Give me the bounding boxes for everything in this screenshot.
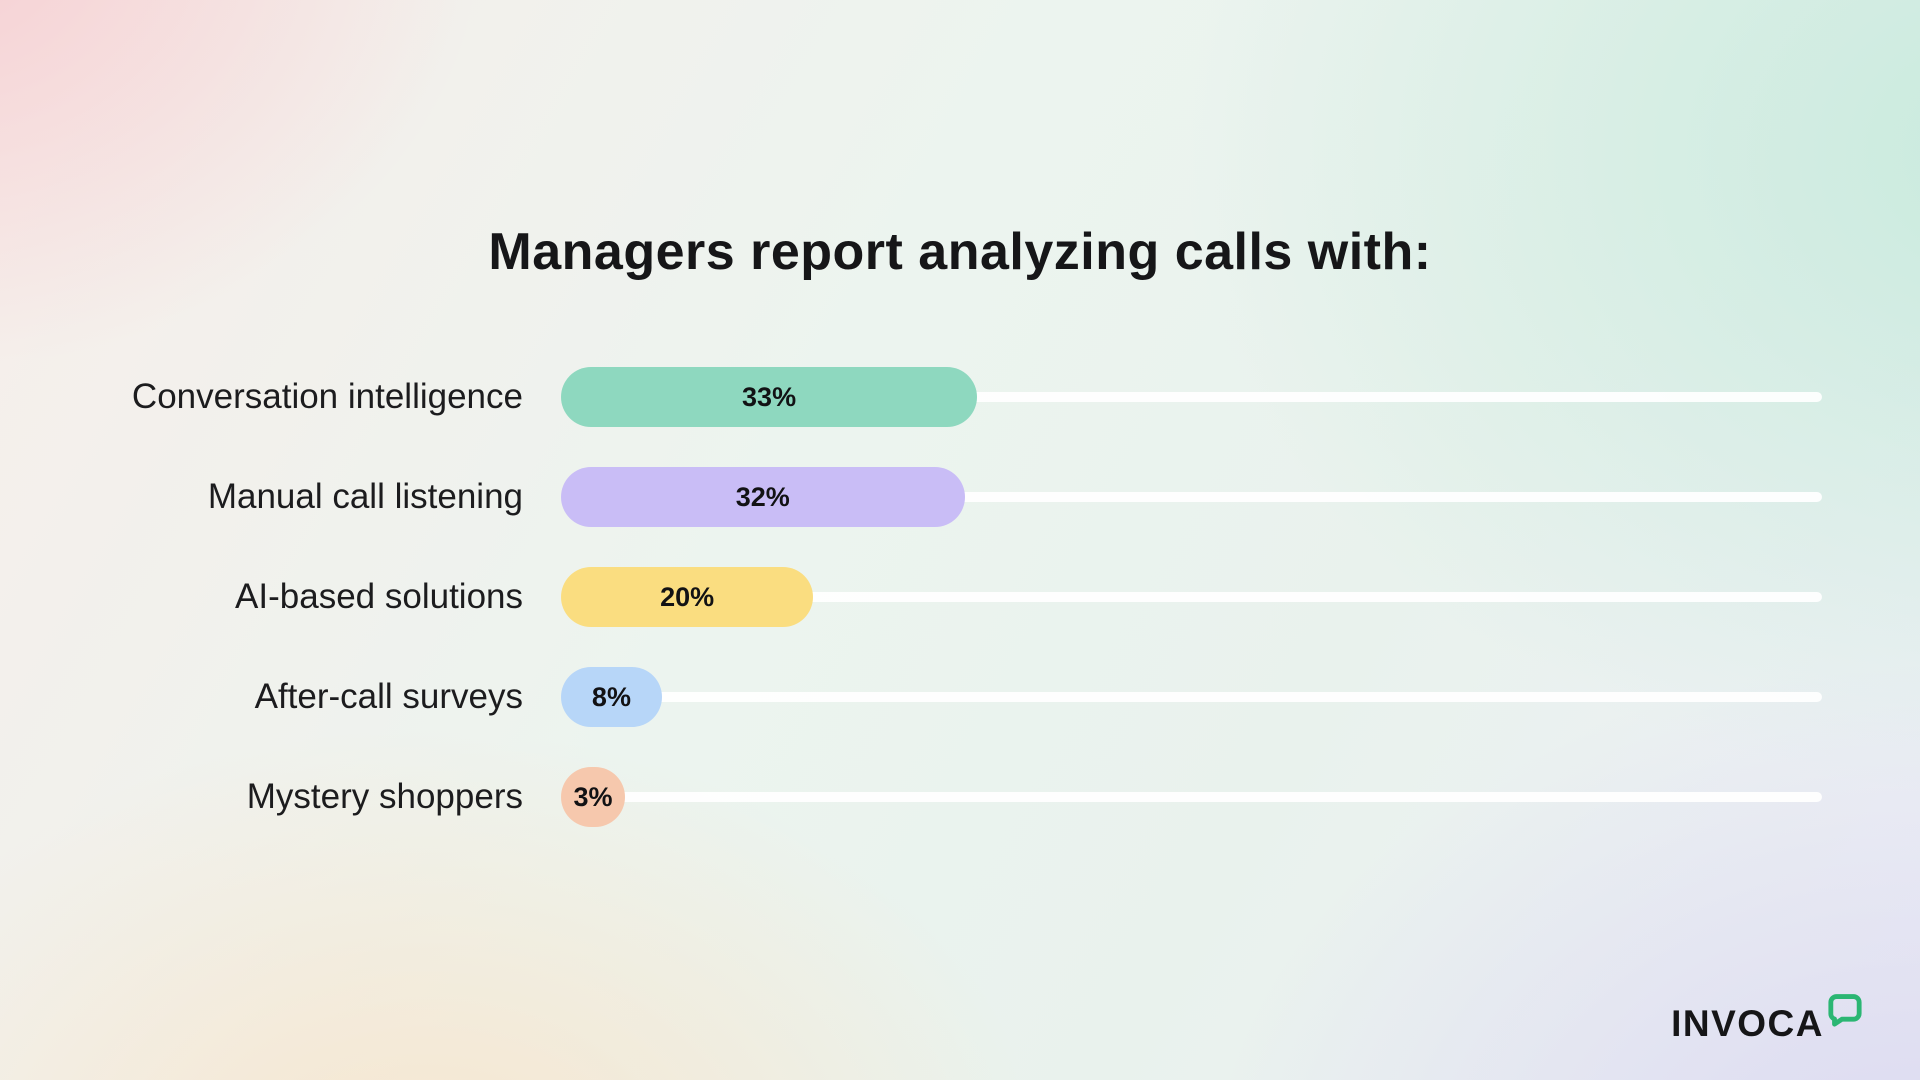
- bar-mystery-shoppers: 3%: [561, 767, 625, 827]
- chart-row: After-call surveys 8%: [0, 647, 1920, 747]
- invoca-logo: INVOCA: [1671, 994, 1862, 1044]
- bar-value-label: 20%: [660, 581, 715, 612]
- bar-track-area: 33%: [561, 347, 1822, 447]
- bar-value-label: 8%: [591, 681, 631, 712]
- chart-row: Conversation intelligence 33%: [0, 347, 1920, 447]
- bar-track: [561, 792, 1822, 802]
- category-label: Manual call listening: [207, 477, 523, 516]
- bar-track: [561, 392, 1822, 402]
- category-label: Conversation intelligence: [131, 377, 523, 416]
- category-label: Mystery shoppers: [246, 777, 523, 816]
- bar-value-label: 3%: [573, 781, 613, 812]
- chart-row: Manual call listening 32%: [0, 447, 1920, 547]
- bar-chart: Conversation intelligence 33% Manual cal…: [0, 347, 1920, 847]
- bar-track-area: 3%: [561, 747, 1822, 847]
- bar-conversation-intelligence: 33%: [561, 367, 978, 427]
- category-label: After-call surveys: [254, 677, 523, 716]
- speech-bubble-icon: [1828, 994, 1862, 1027]
- bar-after-call-surveys: 8%: [561, 667, 662, 727]
- bar-track: [561, 592, 1822, 602]
- invoca-wordmark: INVOCA: [1671, 1003, 1824, 1044]
- bar-track-area: 8%: [561, 647, 1822, 747]
- bar-track-area: 20%: [561, 547, 1822, 647]
- chart-title: Managers report analyzing calls with:: [488, 223, 1432, 281]
- bar-value-label: 33%: [742, 381, 797, 412]
- category-label: AI-based solutions: [235, 577, 523, 616]
- bar-value-label: 32%: [735, 481, 790, 512]
- chart-row: AI-based solutions 20%: [0, 547, 1920, 647]
- bar-track: [561, 492, 1822, 502]
- chart-row: Mystery shoppers 3%: [0, 747, 1920, 847]
- bar-track-area: 32%: [561, 447, 1822, 547]
- bar-ai-based-solutions: 20%: [561, 567, 814, 627]
- bar-track: [561, 692, 1822, 702]
- bar-manual-call-listening: 32%: [561, 467, 965, 527]
